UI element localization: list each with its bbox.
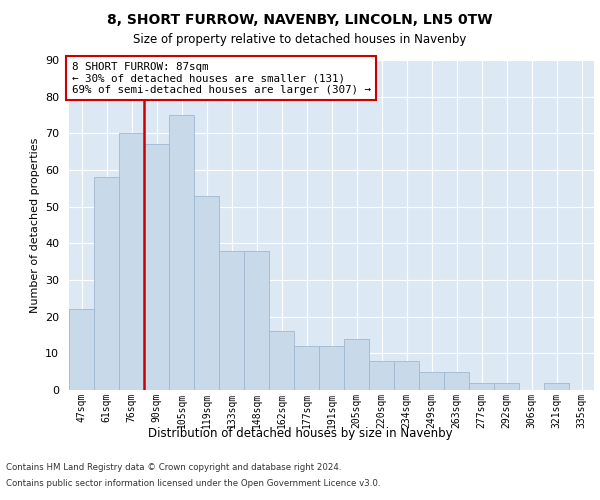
Bar — [169, 115, 194, 390]
Text: Size of property relative to detached houses in Navenby: Size of property relative to detached ho… — [133, 32, 467, 46]
Bar — [419, 372, 444, 390]
Text: 8 SHORT FURROW: 87sqm
← 30% of detached houses are smaller (131)
69% of semi-det: 8 SHORT FURROW: 87sqm ← 30% of detached … — [71, 62, 371, 95]
Bar — [369, 360, 394, 390]
Bar — [219, 250, 244, 390]
Bar — [469, 382, 494, 390]
Bar — [394, 360, 419, 390]
Bar — [344, 338, 369, 390]
Bar — [319, 346, 344, 390]
Bar — [69, 310, 94, 390]
Bar — [244, 250, 269, 390]
Text: 8, SHORT FURROW, NAVENBY, LINCOLN, LN5 0TW: 8, SHORT FURROW, NAVENBY, LINCOLN, LN5 0… — [107, 12, 493, 26]
Bar — [294, 346, 319, 390]
Bar — [544, 382, 569, 390]
Bar — [94, 178, 119, 390]
Bar — [119, 134, 144, 390]
Bar — [269, 332, 294, 390]
Y-axis label: Number of detached properties: Number of detached properties — [29, 138, 40, 312]
Text: Contains public sector information licensed under the Open Government Licence v3: Contains public sector information licen… — [6, 479, 380, 488]
Text: Contains HM Land Registry data © Crown copyright and database right 2024.: Contains HM Land Registry data © Crown c… — [6, 462, 341, 471]
Bar — [444, 372, 469, 390]
Bar — [194, 196, 219, 390]
Text: Distribution of detached houses by size in Navenby: Distribution of detached houses by size … — [148, 428, 452, 440]
Bar — [494, 382, 519, 390]
Bar — [144, 144, 169, 390]
